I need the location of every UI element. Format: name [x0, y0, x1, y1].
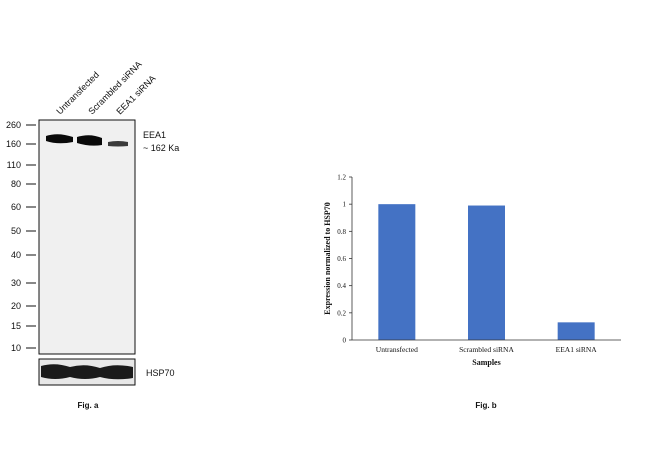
y-tick-label: 0.6 — [337, 255, 346, 263]
mw-label-10: 10 — [11, 343, 21, 353]
mw-label-80: 80 — [11, 179, 21, 189]
mw-ladder: 260 160 110 80 60 50 40 30 20 15 10 — [6, 120, 36, 353]
y-tick-label: 0 — [343, 337, 347, 345]
bar-scrambled-sirna — [468, 205, 505, 340]
y-tick-label: 1.2 — [337, 174, 346, 182]
mw-label-110: 110 — [7, 160, 21, 170]
marker-label: EEA1 — [143, 130, 166, 140]
mw-label-15: 15 — [11, 321, 21, 331]
mw-label-160: 160 — [6, 139, 21, 149]
bar-chart: 0 0.2 0.4 0.6 0.8 1 1.2 Untransfected Scrambled… — [323, 174, 621, 367]
x-axis-label: Samples — [472, 358, 500, 367]
marker-size: ~ 162 Ka — [143, 143, 179, 153]
western-blot-panel: Untransfected Scrambled siRNA EEA1 siRNA… — [6, 59, 179, 410]
y-tick-label: 0.8 — [337, 228, 346, 236]
fig-a-caption: Fig. a — [78, 401, 99, 410]
band-untransfected — [46, 134, 73, 144]
x-tick-label: Scrambled siRNA — [459, 345, 514, 354]
band-scrambled — [77, 135, 102, 146]
band-eea1-sirna — [108, 141, 128, 147]
x-tick-label: EEA1 siRNA — [556, 345, 598, 354]
loading-control-band — [41, 364, 133, 380]
mw-label-20: 20 — [11, 301, 21, 311]
blot-membrane — [38, 119, 136, 355]
loading-control-label: HSP70 — [146, 368, 175, 378]
fig-b-caption: Fig. b — [475, 401, 496, 410]
mw-label-60: 60 — [11, 202, 21, 212]
mw-label-40: 40 — [11, 250, 21, 260]
mw-label-260: 260 — [6, 120, 21, 130]
eea1-bands — [46, 134, 128, 147]
y-tick-label: 0.2 — [337, 309, 346, 317]
y-axis-label: Expression normalized to HSP70 — [323, 202, 332, 315]
y-tick-label: 1 — [343, 201, 347, 209]
x-tick-label: Untransfected — [376, 345, 418, 354]
y-tick-label: 0.4 — [337, 282, 346, 290]
x-axis: Untransfected Scrambled siRNA EEA1 siRNA — [352, 339, 621, 354]
y-axis: 0 0.2 0.4 0.6 0.8 1 1.2 — [337, 174, 353, 345]
bars — [378, 204, 595, 340]
mw-label-30: 30 — [11, 278, 21, 288]
bar-eea1-sirna — [557, 322, 595, 340]
bar-untransfected — [378, 204, 416, 340]
mw-label-50: 50 — [11, 226, 21, 236]
